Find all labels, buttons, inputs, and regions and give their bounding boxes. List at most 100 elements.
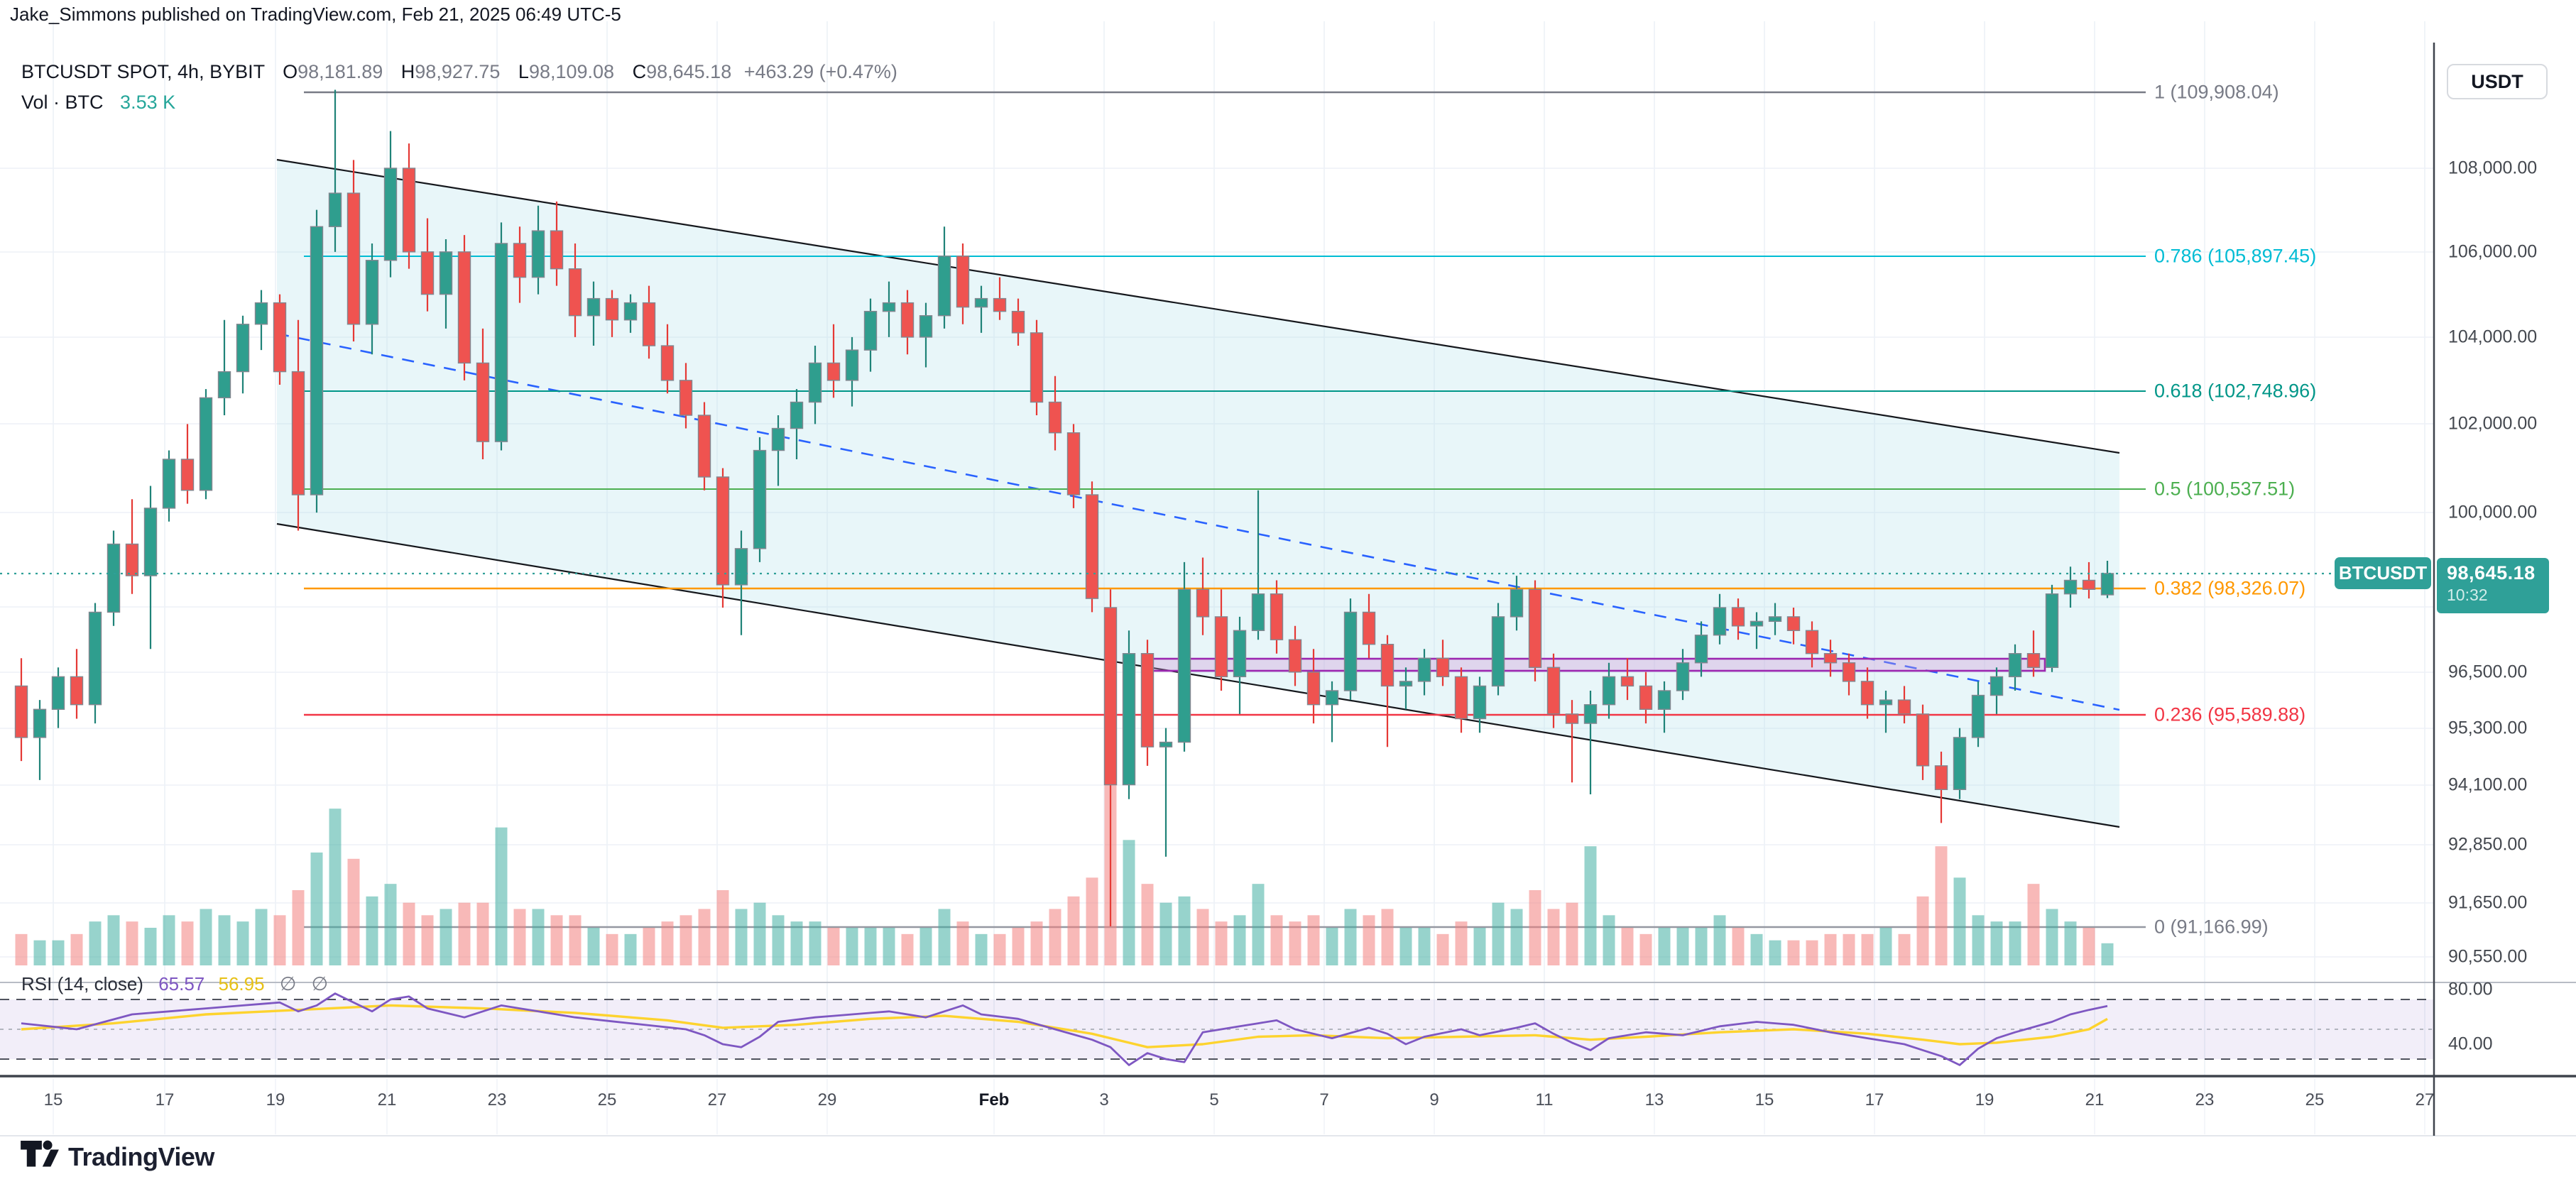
price-axis-label: 91,650.00	[2448, 892, 2528, 913]
tradingview-wordmark: TradingView	[68, 1142, 214, 1171]
rsi-legend[interactable]: RSI (14, close) 65.57 56.95 ∅ ∅	[21, 973, 328, 995]
volume-bar	[1750, 933, 1763, 965]
symbol-title: BTCUSDT SPOT, 4h, BYBIT	[21, 61, 265, 82]
volume-bar	[2083, 928, 2095, 965]
bar-countdown: 10:32	[2447, 586, 2488, 604]
volume-bar	[1990, 921, 2003, 965]
volume-bar	[1492, 902, 1505, 965]
open-value: 98,181.89	[298, 61, 383, 82]
time-axis-label: 17	[155, 1090, 175, 1109]
volume-bar	[1732, 928, 1745, 965]
volume-bar	[458, 902, 471, 965]
volume-bar	[1270, 915, 1283, 965]
volume-bar	[1067, 896, 1080, 965]
price-axis-label: 95,300.00	[2448, 718, 2528, 738]
symbol-legend[interactable]: BTCUSDT SPOT, 4h, BYBIT O98,181.89 H98,9…	[21, 61, 897, 83]
candle-body	[457, 251, 471, 364]
volume-bar	[384, 884, 397, 965]
price-axis-label: 104,000.00	[2448, 327, 2538, 347]
time-axis-label: 15	[43, 1090, 63, 1109]
candle-body	[51, 676, 65, 710]
fib-level-label: 0.236 (95,589.88)	[2154, 703, 2306, 725]
candle-body	[1602, 676, 1616, 706]
volume-bar	[1713, 915, 1726, 965]
volume-bar	[218, 915, 231, 965]
time-axis-label: 19	[266, 1090, 285, 1109]
volume-bar	[1436, 933, 1449, 965]
low-value: 98,109.08	[528, 61, 615, 82]
rsi-line	[21, 992, 2108, 1066]
fib-level-label: 0 (91,166.99)	[2154, 916, 2269, 938]
volume-bar	[347, 858, 360, 965]
candle-body	[1990, 676, 2004, 696]
volume-bar	[735, 909, 748, 965]
candle-body	[513, 243, 527, 278]
volume-bar	[421, 915, 434, 965]
volume-bar	[1529, 890, 1541, 965]
candle-body	[1343, 611, 1358, 691]
volume-bar	[1159, 902, 1172, 965]
volume-bar	[901, 933, 914, 965]
candle-body	[642, 302, 656, 346]
candle-body	[33, 708, 47, 738]
candle-body	[310, 226, 324, 495]
candle-body	[328, 192, 342, 227]
volume-bar	[1935, 846, 1948, 965]
candle-body	[1030, 332, 1044, 403]
rsi-ma-value: 56.95	[218, 973, 265, 995]
candle-body	[1196, 588, 1210, 618]
candle-body	[1140, 653, 1155, 747]
candle-body	[2026, 653, 2041, 668]
price-axis-label: 102,000.00	[2448, 413, 2538, 434]
supply-zone-box	[1151, 657, 2046, 672]
price-axis-label: 108,000.00	[2448, 158, 2538, 178]
candle-body	[1768, 616, 1782, 623]
channel-upper-line	[276, 158, 2120, 454]
channel-fill	[277, 160, 2119, 827]
candle-body	[1288, 639, 1302, 673]
volume-bar	[790, 921, 803, 965]
time-axis-label: 9	[1429, 1090, 1439, 1109]
time-axis-label: 21	[377, 1090, 397, 1109]
candle-body	[1122, 653, 1136, 786]
volume-bar	[919, 928, 932, 965]
tradingview-footer-logo[interactable]: TradingView	[20, 1140, 214, 1174]
volume-bar	[1399, 928, 1412, 965]
candle-body	[1620, 676, 1634, 687]
candle-body	[383, 168, 398, 261]
volume-bar	[680, 915, 692, 965]
candle-body	[494, 243, 508, 442]
candle-body	[974, 297, 988, 308]
volume-bar	[1953, 877, 1966, 965]
volume-bar	[809, 921, 822, 965]
volume-bar	[1769, 940, 1781, 965]
candle-body	[605, 297, 619, 321]
attribution-text: Jake_Simmons published on TradingView.co…	[10, 4, 621, 25]
change-value: +463.29 (+0.47%)	[743, 61, 897, 82]
time-axis-label: 27	[2415, 1090, 2435, 1109]
candle-body	[1214, 616, 1228, 678]
volume-bar	[1603, 915, 1615, 965]
volume-bar	[329, 809, 342, 965]
volume-legend[interactable]: Vol · BTC 3.53 K	[21, 92, 175, 114]
volume-bar	[587, 928, 600, 965]
time-axis-label: 25	[2305, 1090, 2325, 1109]
candle-body	[550, 230, 564, 270]
currency-toggle-badge[interactable]: USDT	[2447, 64, 2548, 99]
candle-body	[1491, 616, 1505, 687]
volume-bar	[1695, 928, 1708, 965]
volume-bar	[513, 909, 526, 965]
fib-level-label: 0.5 (100,537.51)	[2154, 478, 2296, 500]
candle-body	[753, 449, 767, 549]
volume-bar	[200, 909, 212, 965]
candle-body	[586, 297, 601, 317]
candle-body	[1860, 681, 1874, 706]
volume-bar	[1806, 940, 1818, 965]
candle-body	[1583, 703, 1598, 724]
volume-bar	[1972, 915, 1985, 965]
candle-body	[107, 543, 121, 613]
volume-bar	[1566, 902, 1578, 965]
volume-bar	[2064, 921, 2077, 965]
